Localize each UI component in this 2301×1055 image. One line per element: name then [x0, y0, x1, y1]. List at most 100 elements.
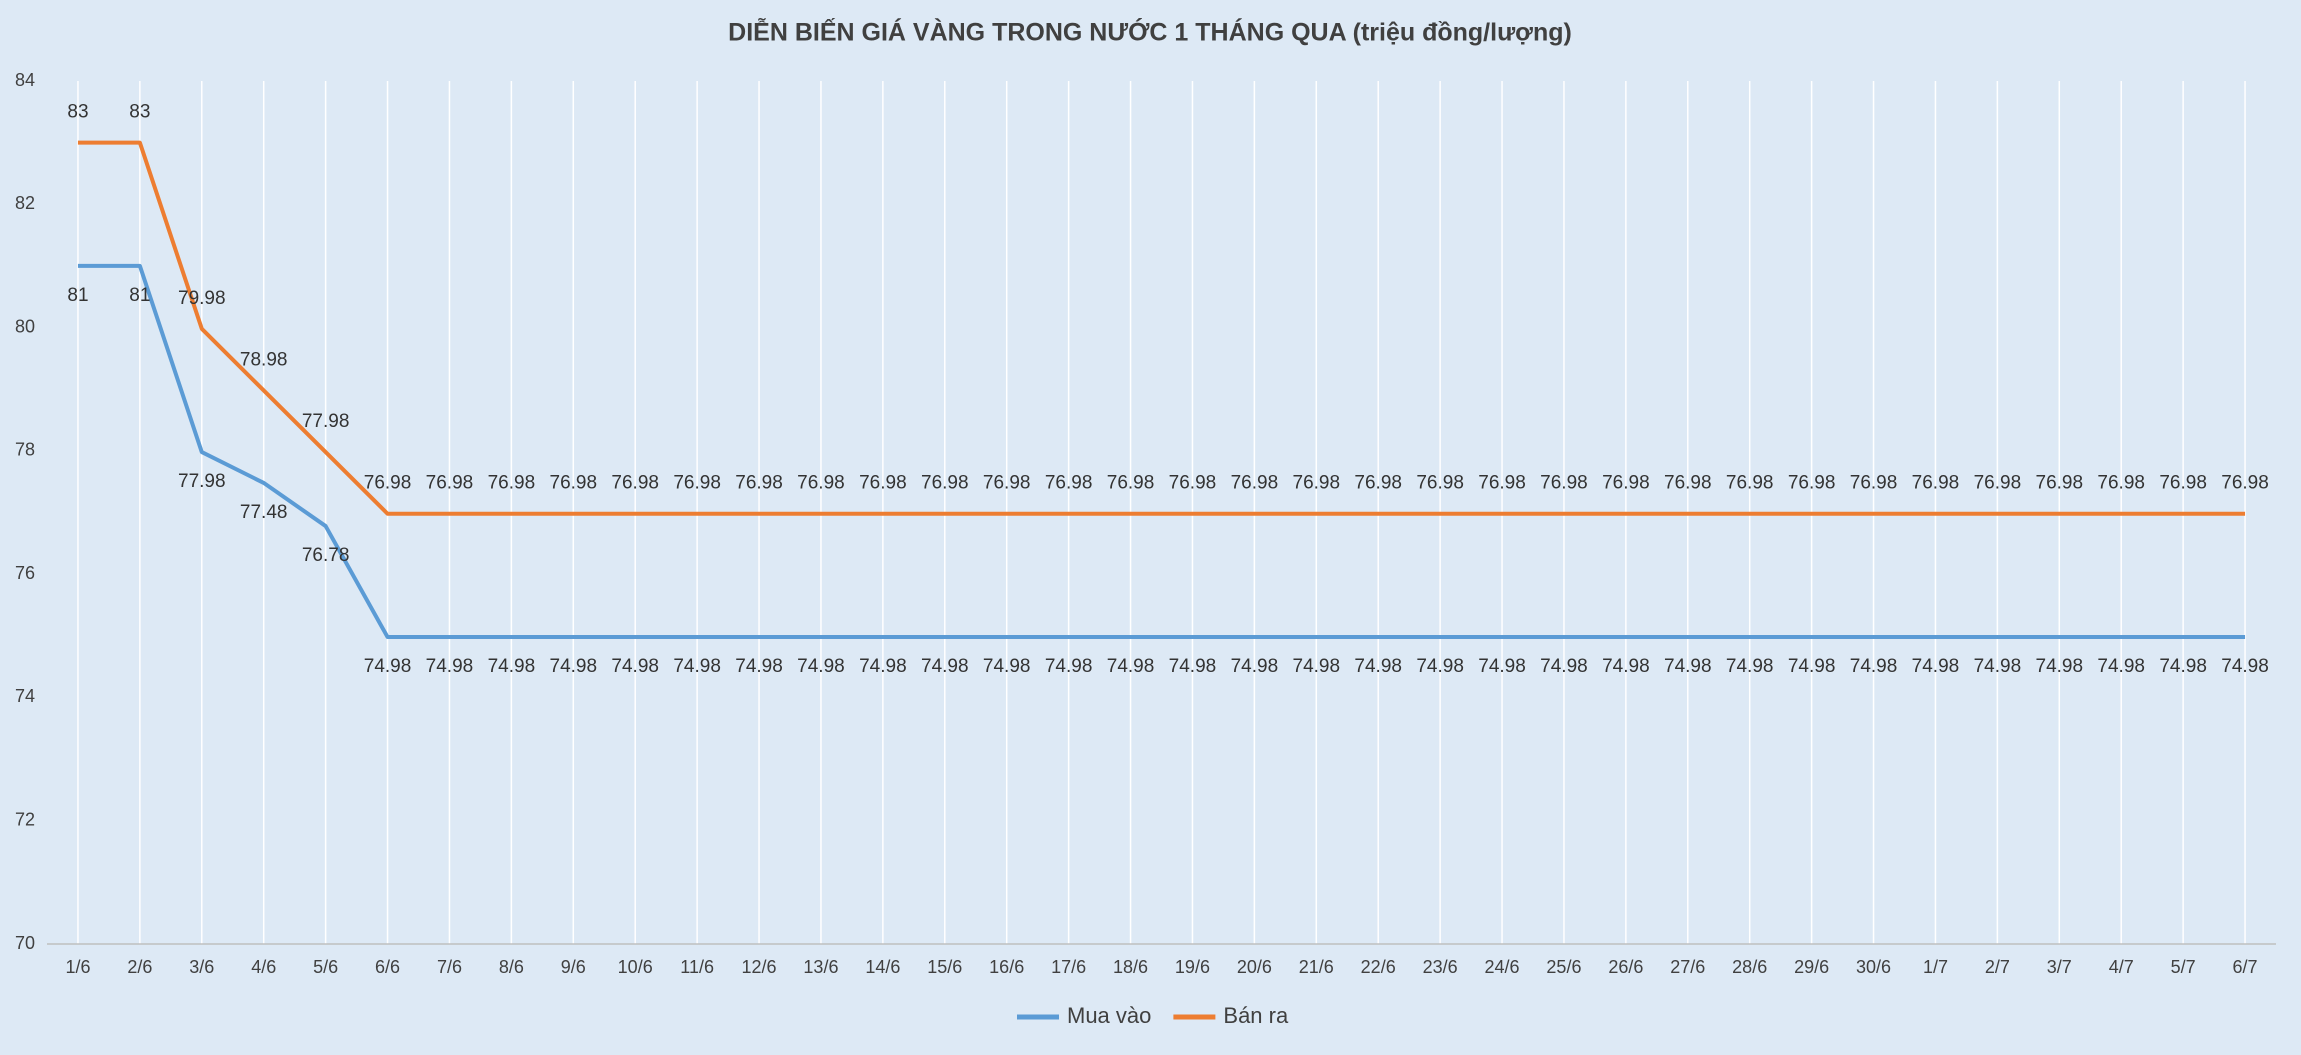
data-label: 74.98: [2036, 656, 2084, 677]
data-label: 76.98: [673, 473, 721, 494]
x-tick-label: 25/6: [1546, 957, 1581, 977]
data-label: 74.98: [2221, 656, 2269, 677]
series-line: [77, 140, 2246, 516]
data-label: 74.98: [1231, 656, 1279, 677]
data-label: 76.98: [1107, 473, 1155, 494]
data-label: 74.98: [1788, 656, 1836, 677]
data-label: 74.98: [1602, 656, 1650, 677]
data-label: 74.98: [426, 656, 474, 677]
data-label: 76.98: [1478, 473, 1526, 494]
data-label: 74.98: [1416, 656, 1464, 677]
x-tick-label: 23/6: [1423, 957, 1458, 977]
data-label: 76.98: [2159, 473, 2207, 494]
data-label: 74.98: [673, 656, 721, 677]
y-tick-label: 74: [15, 686, 35, 706]
data-label: 76.98: [1293, 473, 1341, 494]
x-tick-label: 20/6: [1237, 957, 1272, 977]
data-label: 74.98: [1354, 656, 1402, 677]
x-tick-label: 24/6: [1485, 957, 1520, 977]
data-label: 77.48: [240, 502, 288, 523]
data-label: 76.98: [1726, 473, 1774, 494]
x-tick-label: 2/6: [127, 957, 152, 977]
x-tick-label: 10/6: [618, 957, 653, 977]
x-tick-label: 8/6: [499, 957, 524, 977]
x-tick-label: 14/6: [865, 957, 900, 977]
data-label: 76.98: [859, 473, 907, 494]
data-label: 76.98: [1540, 473, 1588, 494]
legend-label: Mua vào: [1067, 1003, 1151, 1028]
x-tick-label: 28/6: [1732, 957, 1767, 977]
data-label: 76.98: [1045, 473, 1093, 494]
x-tick-label: 11/6: [680, 957, 714, 977]
data-label: 76.98: [1354, 473, 1402, 494]
data-label: 77.98: [178, 471, 226, 492]
data-label: 76.98: [797, 473, 845, 494]
x-tick-label: 30/6: [1856, 957, 1891, 977]
data-label: 74.98: [797, 656, 845, 677]
data-label: 74.98: [364, 656, 412, 677]
y-tick-label: 76: [15, 563, 35, 583]
x-tick-label: 27/6: [1670, 957, 1705, 977]
data-label: 76.98: [1974, 473, 2022, 494]
x-tick-label: 26/6: [1608, 957, 1643, 977]
y-tick-label: 80: [15, 316, 35, 336]
data-label: 76.98: [488, 473, 536, 494]
data-label: 81: [129, 285, 150, 306]
x-tick-label: 1/7: [1923, 957, 1948, 977]
data-label: 74.98: [1107, 656, 1155, 677]
data-label: 76.98: [426, 473, 474, 494]
data-label: 76.78: [302, 545, 350, 566]
x-tick-label: 6/6: [375, 957, 400, 977]
data-label: 76.98: [1602, 473, 1650, 494]
y-tick-label: 82: [15, 193, 35, 213]
data-label: 76.98: [983, 473, 1031, 494]
x-tick-label: 5/7: [2171, 957, 2196, 977]
data-label: 76.98: [1850, 473, 1898, 494]
data-label: 76.98: [550, 473, 598, 494]
data-label: 74.98: [983, 656, 1031, 677]
x-tick-label: 2/7: [1985, 957, 2010, 977]
x-tick-label: 18/6: [1113, 957, 1148, 977]
data-label: 74.98: [611, 656, 659, 677]
data-label: 76.98: [2097, 473, 2145, 494]
x-tick-label: 13/6: [803, 957, 838, 977]
data-label: 74.98: [1850, 656, 1898, 677]
x-tick-label: 29/6: [1794, 957, 1829, 977]
x-tick-label: 17/6: [1051, 957, 1086, 977]
data-label: 74.98: [550, 656, 598, 677]
data-label: 79.98: [178, 288, 226, 309]
x-tick-label: 21/6: [1299, 957, 1334, 977]
data-label: 76.98: [1912, 473, 1960, 494]
data-label: 76.98: [364, 473, 412, 494]
x-tick-label: 4/6: [251, 957, 276, 977]
data-label: 76.98: [1416, 473, 1464, 494]
data-label: 74.98: [1293, 656, 1341, 677]
y-tick-label: 70: [15, 933, 35, 953]
data-label: 74.98: [488, 656, 536, 677]
x-tick-label: 5/6: [313, 957, 338, 977]
data-label: 83: [129, 102, 150, 123]
data-label: 76.98: [735, 473, 783, 494]
data-label: 76.98: [1664, 473, 1712, 494]
data-label: 74.98: [1540, 656, 1588, 677]
x-tick-label: 9/6: [561, 957, 586, 977]
data-label: 76.98: [2036, 473, 2084, 494]
x-tick-label: 7/6: [437, 957, 462, 977]
data-label: 74.98: [1478, 656, 1526, 677]
data-label: 74.98: [1045, 656, 1093, 677]
series-line: [77, 263, 2246, 640]
y-tick-label: 72: [15, 809, 35, 829]
data-label: 76.98: [2221, 473, 2269, 494]
x-tick-label: 1/6: [65, 957, 90, 977]
data-label: 74.98: [1169, 656, 1217, 677]
data-label: 74.98: [859, 656, 907, 677]
data-label: 76.98: [1231, 473, 1279, 494]
data-label: 74.98: [2097, 656, 2145, 677]
x-tick-label: 22/6: [1361, 957, 1396, 977]
x-tick-label: 3/7: [2047, 957, 2072, 977]
data-label: 74.98: [735, 656, 783, 677]
x-tick-label: 12/6: [742, 957, 777, 977]
data-label: 74.98: [1664, 656, 1712, 677]
